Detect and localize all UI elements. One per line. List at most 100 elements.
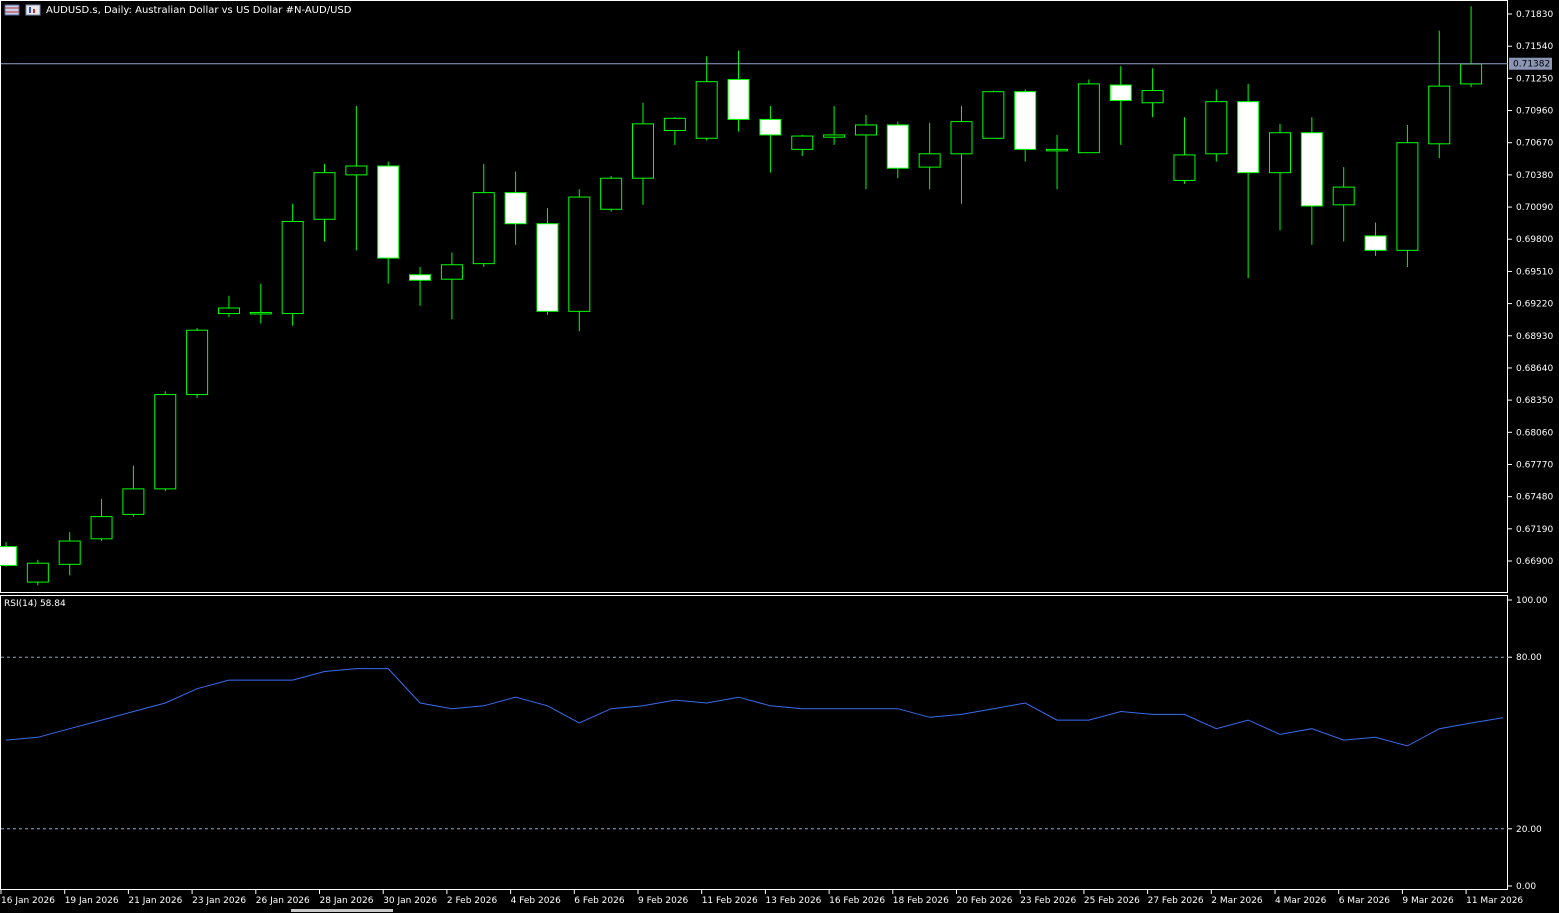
rsi-line bbox=[5, 668, 1504, 747]
candle bbox=[1237, 83, 1260, 279]
price-tick-label: 0.69220 bbox=[1516, 300, 1553, 310]
price-tick-label: 0.71250 bbox=[1516, 74, 1553, 84]
candle bbox=[918, 122, 941, 190]
time-tick-label: 18 Feb 2026 bbox=[893, 896, 949, 906]
flag-icon[interactable] bbox=[4, 4, 20, 16]
time-tick-label: 6 Feb 2026 bbox=[574, 896, 625, 906]
candle bbox=[568, 189, 591, 332]
candle bbox=[1173, 117, 1196, 184]
price-tick-label: 0.67480 bbox=[1516, 493, 1553, 503]
time-tick-label: 4 Mar 2026 bbox=[1275, 896, 1327, 906]
price-tick-label: 0.67190 bbox=[1516, 525, 1553, 535]
time-tick-label: 11 Feb 2026 bbox=[702, 896, 758, 906]
price-tick-label: 0.70960 bbox=[1516, 107, 1553, 117]
candles bbox=[0, 6, 1483, 586]
candle bbox=[1396, 124, 1419, 267]
time-tick-label: 30 Jan 2026 bbox=[383, 896, 437, 906]
time-tick-label: 9 Feb 2026 bbox=[638, 896, 689, 906]
candle bbox=[823, 106, 846, 145]
price-tick-label: 0.70380 bbox=[1516, 171, 1553, 181]
candle bbox=[472, 163, 495, 267]
rsi-label: RSI(14) 58.84 bbox=[4, 599, 66, 609]
candle bbox=[58, 532, 81, 576]
time-tick-label: 19 Jan 2026 bbox=[65, 896, 119, 906]
candle bbox=[950, 106, 973, 204]
price-tick-label: 0.70670 bbox=[1516, 139, 1553, 149]
candle bbox=[1300, 117, 1323, 245]
candle bbox=[727, 50, 750, 132]
candle bbox=[1077, 79, 1100, 154]
price-tick-label: 0.69510 bbox=[1516, 267, 1553, 277]
candle bbox=[217, 295, 240, 317]
candle bbox=[886, 121, 909, 179]
time-tick-label: 2 Feb 2026 bbox=[447, 896, 498, 906]
candle bbox=[122, 465, 145, 517]
candle bbox=[600, 175, 623, 212]
price-tick-label: 0.71830 bbox=[1516, 10, 1553, 20]
candle bbox=[632, 102, 654, 205]
rsi-pane[interactable] bbox=[0, 595, 1508, 890]
candle bbox=[791, 134, 814, 157]
price-tick-label: 0.71540 bbox=[1516, 42, 1553, 52]
candle bbox=[504, 171, 527, 245]
time-tick-label: 16 Feb 2026 bbox=[829, 896, 885, 906]
candle bbox=[1046, 134, 1069, 190]
candle bbox=[186, 327, 209, 398]
candle bbox=[1460, 6, 1483, 88]
current-price-line: 0.71382 bbox=[1, 57, 1552, 70]
time-tick-label: 21 Jan 2026 bbox=[128, 896, 182, 906]
time-tick-label: 23 Jan 2026 bbox=[192, 896, 246, 906]
candle bbox=[695, 56, 718, 141]
time-axis: 16 Jan 2026 19 Jan 2026 21 Jan 2026 23 Jan … bbox=[0, 890, 1523, 906]
candle bbox=[759, 106, 782, 173]
time-tick-label: 11 Mar 2026 bbox=[1466, 896, 1523, 906]
candle bbox=[281, 203, 304, 326]
rsi-tick-label: 100.00 bbox=[1516, 596, 1548, 606]
price-tick-label: 0.68930 bbox=[1516, 332, 1553, 342]
candle bbox=[1332, 167, 1355, 242]
time-tick-label: 20 Feb 2026 bbox=[957, 896, 1013, 906]
price-tick-label: 0.69800 bbox=[1516, 235, 1553, 245]
rsi-tick-label: 20.00 bbox=[1516, 825, 1542, 835]
candle bbox=[1205, 89, 1228, 162]
time-tick-label: 28 Jan 2026 bbox=[320, 896, 374, 906]
chart-icon[interactable] bbox=[25, 4, 41, 16]
candle bbox=[1364, 222, 1387, 256]
time-tick-label: 25 Feb 2026 bbox=[1084, 896, 1140, 906]
candle bbox=[854, 114, 877, 190]
time-tick-label: 13 Feb 2026 bbox=[765, 896, 821, 906]
candle bbox=[0, 542, 17, 567]
time-tick-label: 23 Feb 2026 bbox=[1020, 896, 1076, 906]
candle bbox=[1109, 66, 1132, 145]
chart-title: AUDUSD.s, Daily: Australian Dollar vs US… bbox=[46, 5, 352, 16]
time-tick-label: 2 Mar 2026 bbox=[1211, 896, 1263, 906]
current-price-badge: 0.71382 bbox=[1513, 60, 1550, 70]
candle bbox=[409, 266, 432, 306]
time-tick-label: 9 Mar 2026 bbox=[1402, 896, 1454, 906]
candle bbox=[90, 498, 113, 542]
candle bbox=[1141, 68, 1164, 118]
candle bbox=[154, 391, 177, 492]
time-tick-label: 4 Feb 2026 bbox=[511, 896, 562, 906]
time-tick-label: 16 Jan 2026 bbox=[1, 896, 55, 906]
candle bbox=[440, 252, 463, 320]
candle bbox=[249, 283, 272, 324]
rsi-axis: 100.00 80.00 20.00 0.00 bbox=[1508, 596, 1548, 892]
candle bbox=[1269, 123, 1291, 231]
price-pane[interactable] bbox=[0, 0, 1508, 593]
candle bbox=[313, 163, 336, 242]
rsi-levels bbox=[1, 656, 1508, 830]
time-scroll-marker[interactable] bbox=[291, 909, 393, 912]
price-tick-label: 0.67770 bbox=[1516, 460, 1553, 470]
candle bbox=[377, 161, 400, 284]
price-tick-label: 0.68060 bbox=[1516, 428, 1553, 438]
candle bbox=[982, 90, 1005, 139]
price-tick-label: 0.66900 bbox=[1516, 557, 1553, 567]
candle bbox=[663, 117, 686, 145]
price-tick-label: 0.68350 bbox=[1516, 396, 1553, 406]
candle bbox=[345, 106, 368, 251]
price-tick-label: 0.70090 bbox=[1516, 203, 1553, 213]
candle bbox=[26, 559, 49, 586]
rsi-tick-label: 80.00 bbox=[1516, 653, 1542, 663]
